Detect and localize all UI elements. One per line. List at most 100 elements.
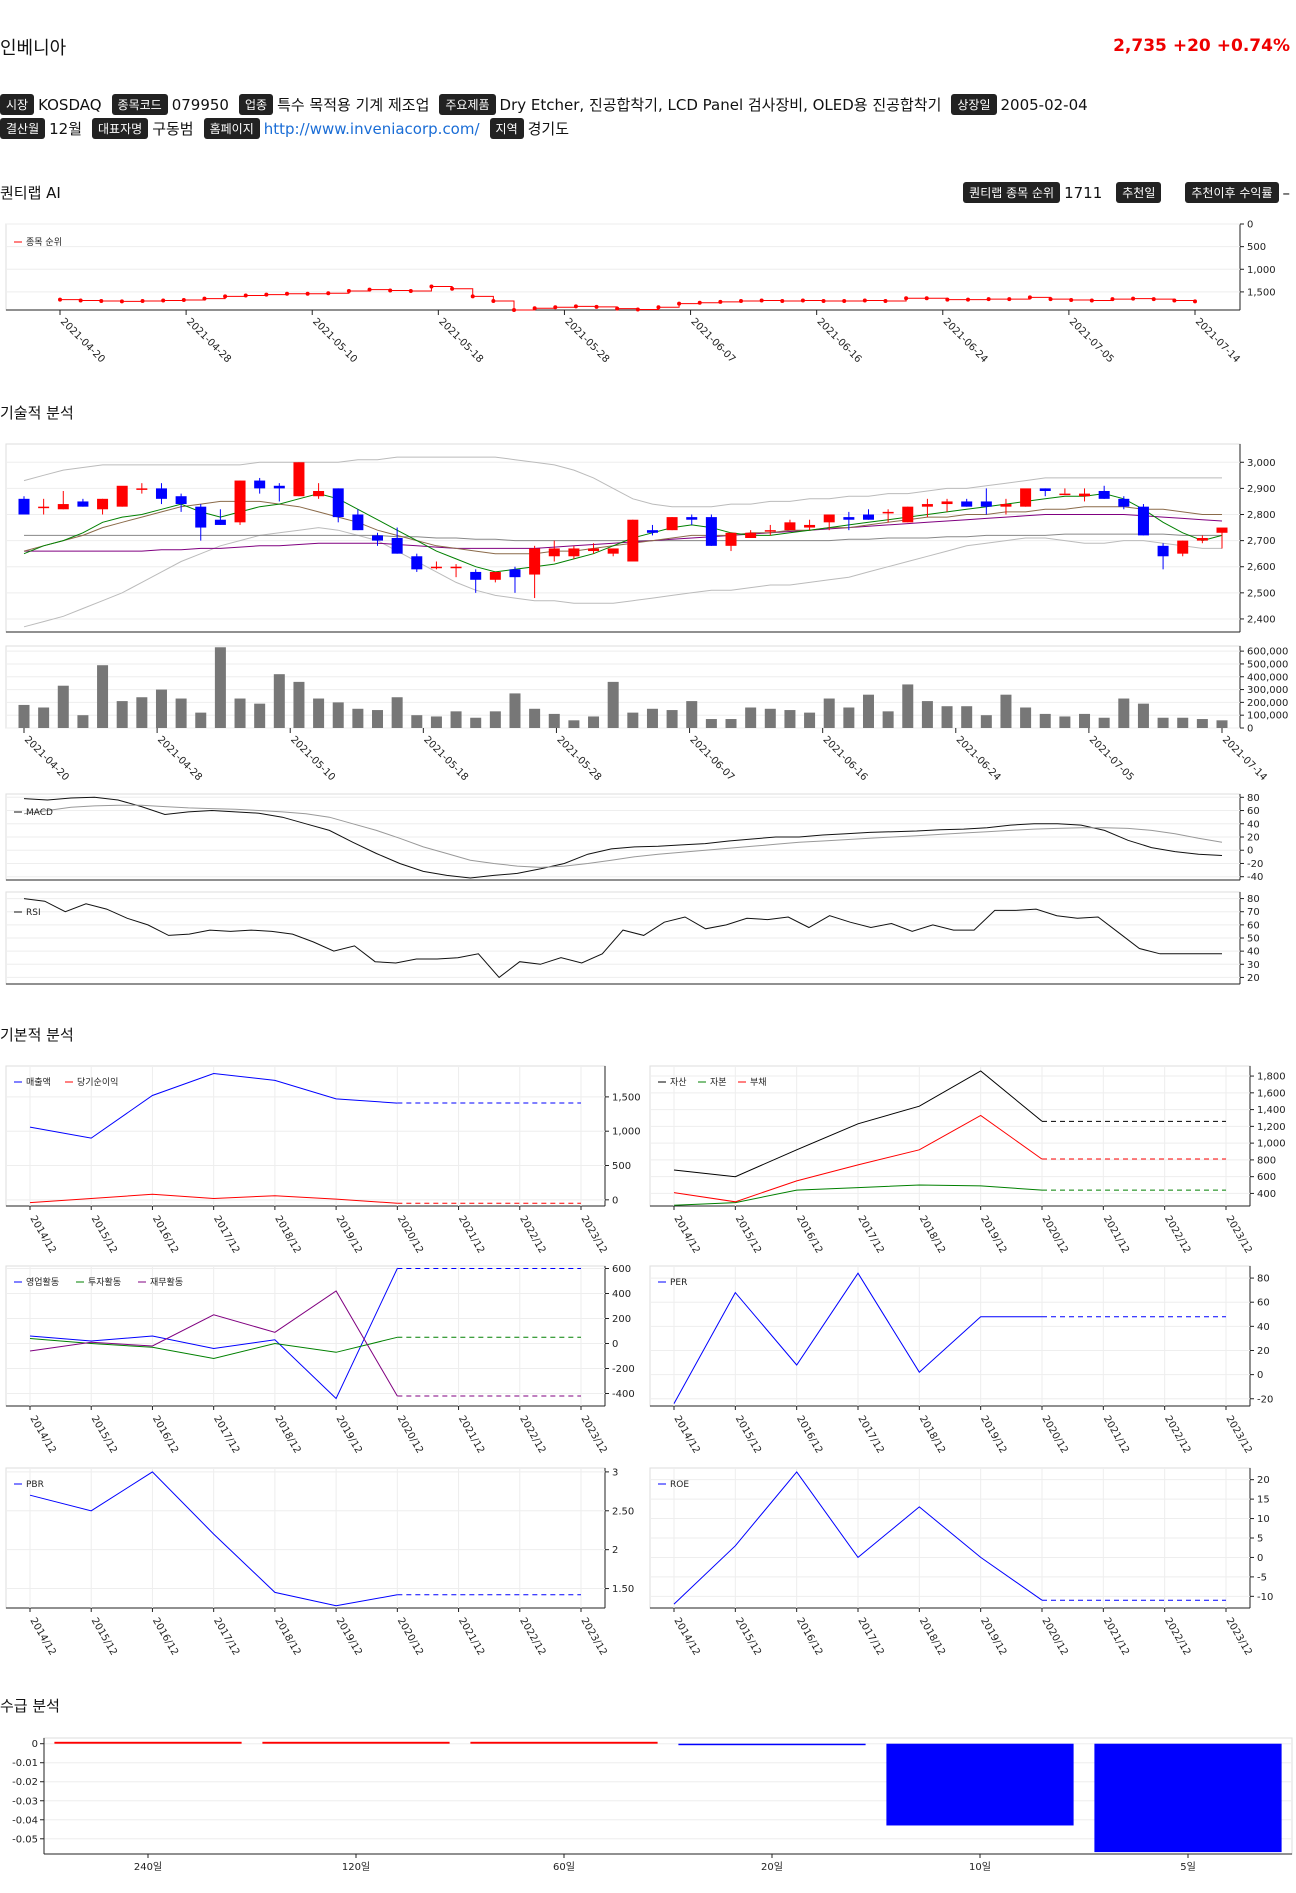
rank-point (181, 298, 186, 303)
homepage-link[interactable]: http://www.inveniacorp.com/ (263, 119, 480, 138)
rank-point (1007, 297, 1012, 302)
balance-자본-line (673, 1184, 1043, 1206)
pbr-x-tick-label: 2019/12 (334, 1616, 364, 1657)
macd-y-tick-label: 80 (1247, 793, 1260, 804)
candle-body (882, 511, 894, 514)
rsi-y-tick-label: 40 (1247, 947, 1260, 958)
candle-body (921, 504, 933, 507)
candle-body (57, 504, 69, 510)
volume-x-tick-label: 2021-04-28 (155, 734, 204, 783)
volume-bar (1059, 716, 1071, 728)
rank-point (223, 294, 228, 299)
fiscal-value: 12월 (49, 120, 83, 138)
rsi-y-tick-label: 70 (1247, 907, 1260, 918)
roe-y-tick-label: -10 (1257, 1592, 1273, 1603)
candle-body (804, 524, 816, 528)
volume-bar (1137, 703, 1149, 728)
rank-point (945, 297, 950, 302)
sales-x-tick-label: 2018/12 (272, 1214, 302, 1255)
rank-y-tick-label: 1,000 (1247, 265, 1276, 276)
rank-point (986, 297, 991, 302)
sales-y-tick-label: 0 (612, 1195, 618, 1206)
section-title-tech: 기술적 분석 (0, 404, 74, 422)
volume-x-tick-label: 2021-06-24 (954, 734, 1003, 783)
candle-y-tick-label: 3,000 (1247, 458, 1276, 469)
rank-x-tick-label: 2021-06-16 (815, 316, 864, 365)
rank-point (140, 298, 145, 303)
balance-y-tick-label: 1,600 (1257, 1088, 1286, 1099)
cashflow-legend-label: 투자활동 (88, 1276, 121, 1288)
industry-badge: 업종 (238, 94, 274, 115)
volume-bar (18, 704, 30, 728)
supply-y-tick-label: -0.03 (12, 1796, 38, 1807)
rank-point (615, 306, 620, 311)
candle-body (1177, 540, 1189, 554)
supply-x-tick-label: 120일 (342, 1861, 370, 1873)
balance-y-tick-label: 1,000 (1257, 1139, 1286, 1150)
volume-bar (57, 685, 69, 728)
rank-point (305, 291, 310, 296)
rank-point (78, 298, 83, 303)
volume-bar (823, 698, 835, 728)
macd-y-tick-label: 40 (1247, 819, 1260, 830)
volume-bar (588, 716, 600, 728)
rank-point (800, 298, 805, 303)
volume-bar (391, 697, 403, 728)
supply-bar (262, 1741, 450, 1744)
candle-body (705, 517, 717, 546)
sales-legend-label: 매출액 (26, 1076, 51, 1088)
balance-y-tick-label: 600 (1257, 1172, 1276, 1183)
rank-value: 1711 (1064, 183, 1103, 202)
supply-x-tick-label: 5일 (1180, 1861, 1196, 1873)
sales-매출액-line (29, 1072, 398, 1139)
candle-body (745, 532, 757, 538)
candle-body (529, 548, 541, 575)
rank-point (346, 288, 351, 293)
volume-bar (1079, 713, 1091, 728)
per-x-tick-label: 2021/12 (1101, 1414, 1131, 1455)
cashflow-x-tick-label: 2015/12 (89, 1414, 119, 1455)
candle-body (273, 485, 285, 489)
candle-body (470, 571, 482, 580)
candle-body (352, 514, 364, 531)
volume-bar (1000, 694, 1012, 728)
rank-y-tick-label: 500 (1247, 242, 1266, 253)
rank-point (326, 291, 331, 296)
volume-bar (470, 717, 482, 728)
candle-frame (5, 443, 1241, 633)
volume-x-tick-label: 2021-04-20 (22, 734, 71, 783)
roe-x-tick-label: 2014/12 (671, 1616, 701, 1657)
volume-bar (175, 698, 187, 728)
volume-bar (725, 719, 737, 728)
sales-당기순이익-line (29, 1193, 398, 1204)
price-block: 2,735 +20 +0.74% (1107, 36, 1290, 56)
rank-point (553, 305, 558, 310)
rank-point (1151, 297, 1156, 302)
balance-legend-label: 부채 (750, 1077, 767, 1088)
candle-body (1157, 545, 1169, 557)
rank-point (243, 293, 248, 298)
pbr-y-tick-label: 3 (612, 1467, 618, 1478)
volume-bar (352, 708, 364, 728)
roe-x-tick-label: 2020/12 (1039, 1616, 1069, 1657)
candle-body (411, 556, 423, 570)
sales-legend-label: 당기순이익 (77, 1076, 118, 1088)
macd-signal-line (23, 804, 1223, 868)
candle-body (313, 491, 325, 497)
candle-body (77, 501, 89, 507)
rsi-y-tick-label: 20 (1247, 973, 1260, 984)
rank-point (966, 297, 970, 302)
volume-x-tick-label: 2021-07-05 (1087, 734, 1136, 783)
rank-point (264, 292, 269, 297)
supply-x-tick-label: 60일 (553, 1861, 575, 1873)
candle-body (823, 514, 835, 523)
volume-bar (273, 674, 285, 728)
rank-frame (5, 223, 1241, 311)
market-badge: 시장 (0, 94, 35, 115)
volume-bar (1020, 707, 1032, 728)
balance-x-tick-label: 2020/12 (1039, 1214, 1069, 1255)
macd-y-tick-label: 60 (1247, 806, 1260, 817)
candle-body (97, 498, 109, 510)
cashflow-y-tick-label: -200 (612, 1364, 635, 1375)
candle-body (136, 488, 148, 490)
